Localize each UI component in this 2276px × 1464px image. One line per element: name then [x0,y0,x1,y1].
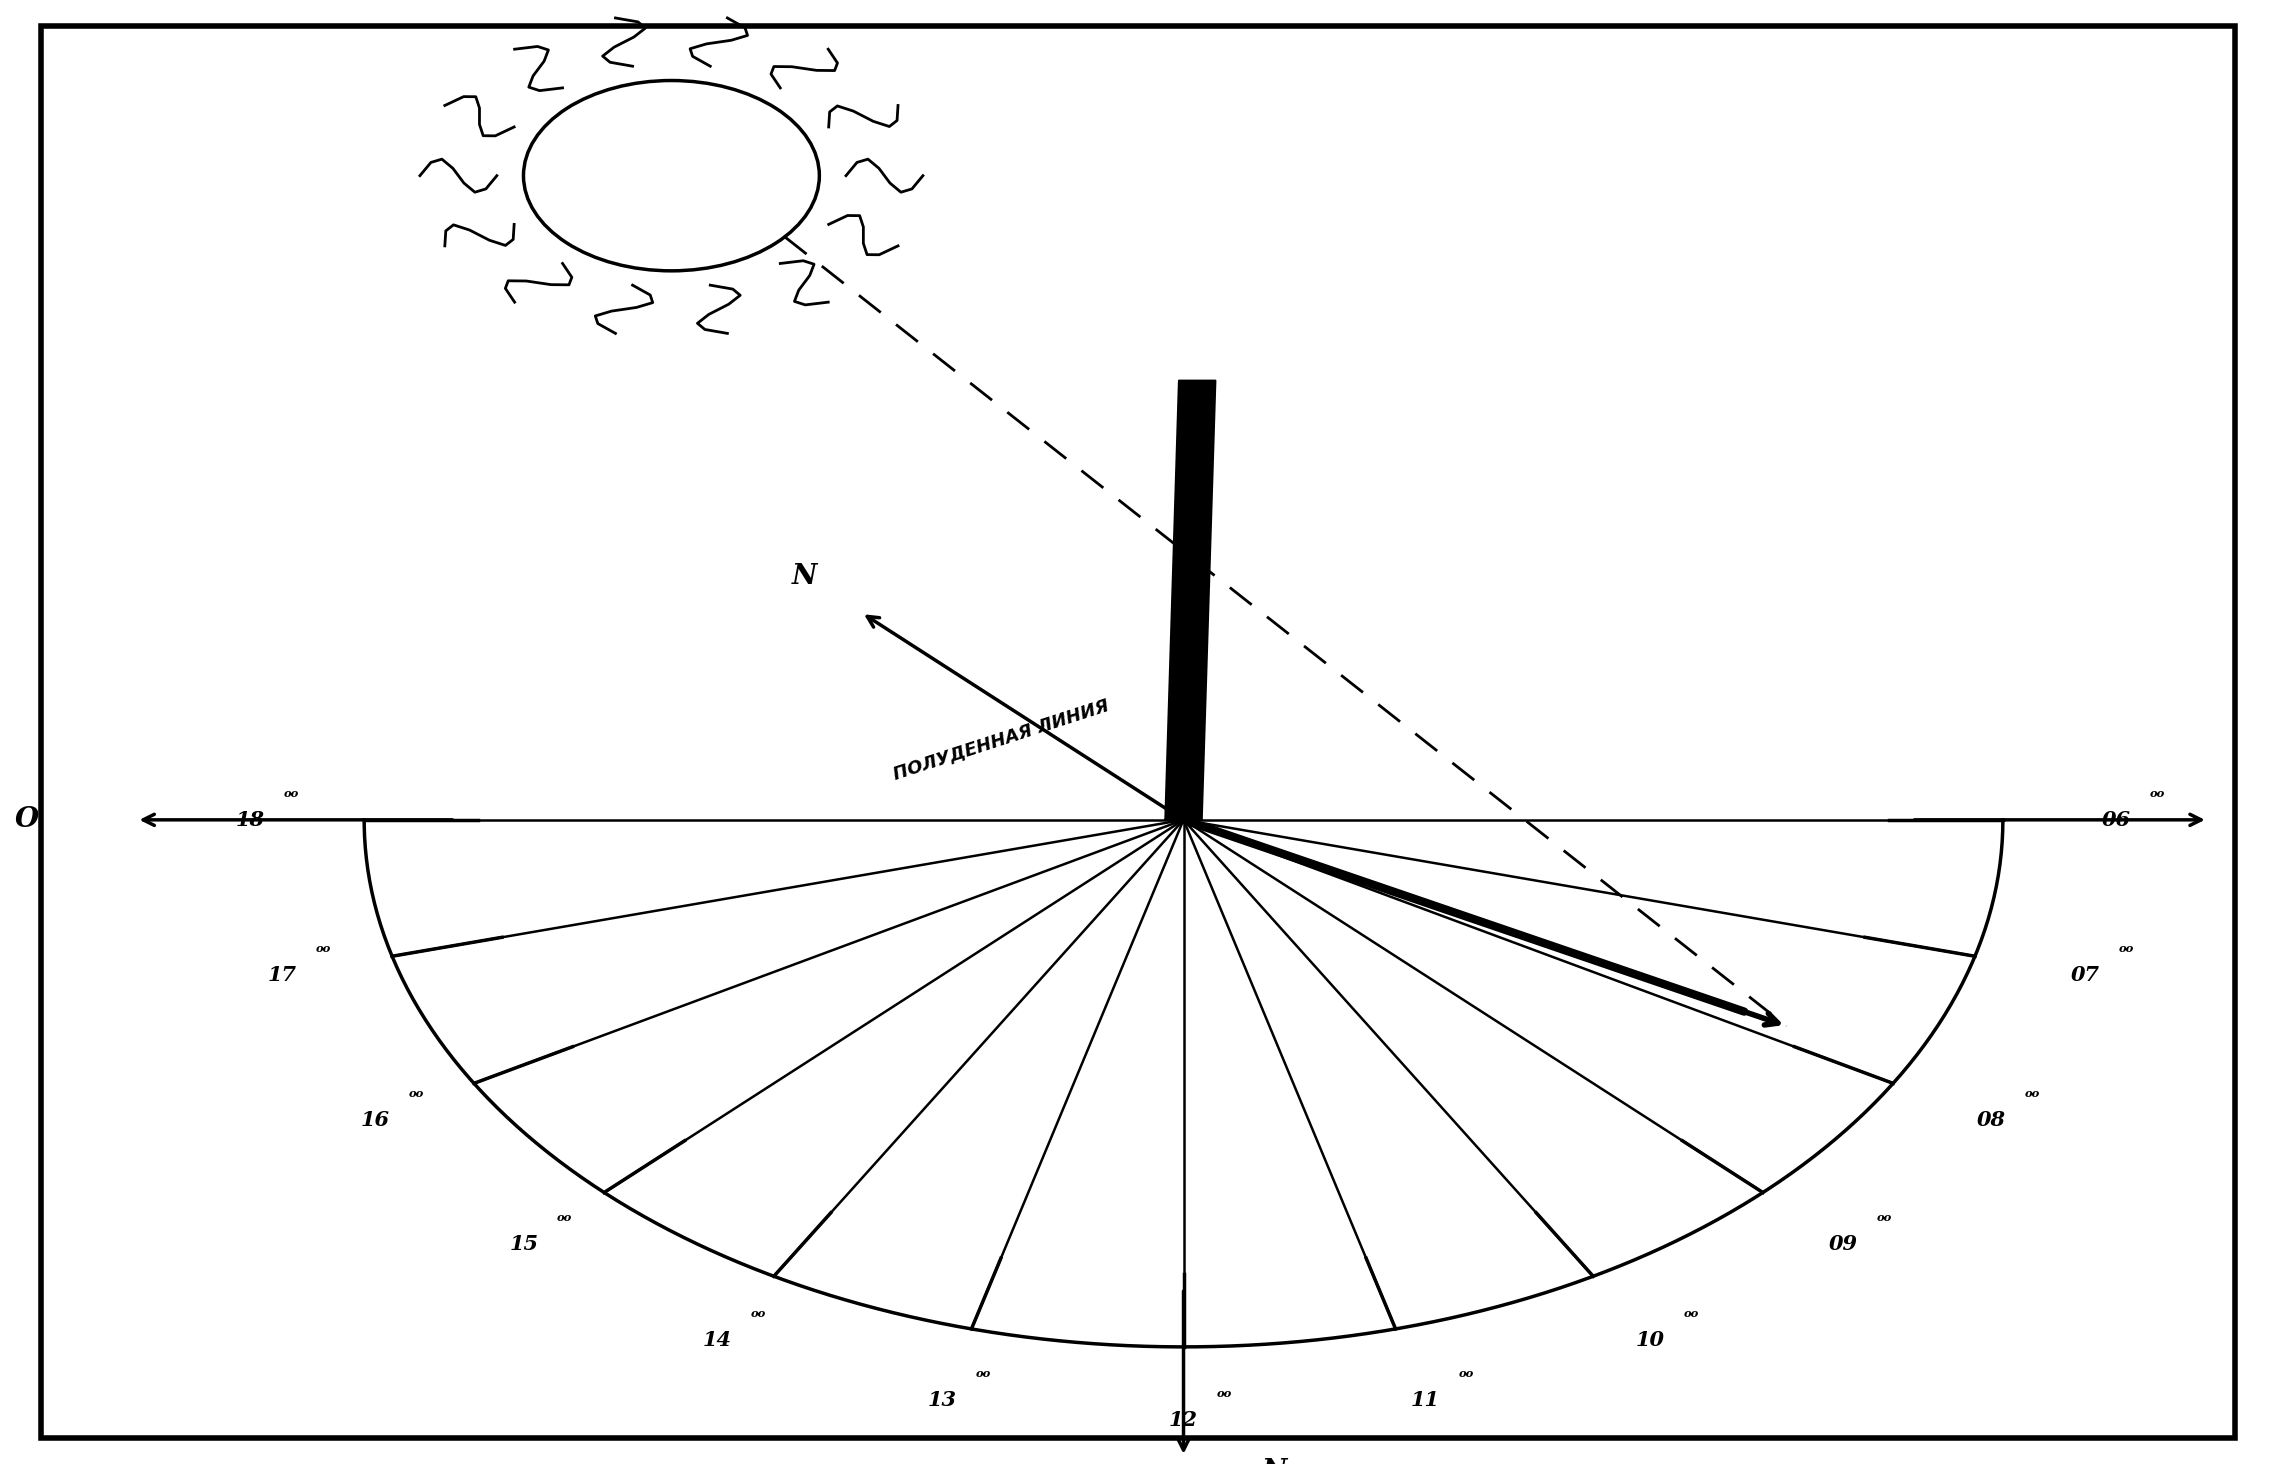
Text: 08: 08 [1978,1110,2005,1130]
Text: 14: 14 [703,1329,731,1350]
Text: 09: 09 [1830,1234,1857,1255]
Text: 12: 12 [1170,1410,1197,1430]
Text: 17: 17 [269,965,296,985]
Text: 13: 13 [929,1389,956,1410]
Text: 10: 10 [1636,1329,1664,1350]
Text: oo: oo [1878,1212,1891,1224]
Text: О: О [16,807,39,833]
Text: 07: 07 [2071,965,2098,985]
Text: oo: oo [751,1307,765,1319]
Text: oo: oo [316,943,330,955]
Text: 18: 18 [237,810,264,830]
Text: oo: oo [284,788,298,799]
Text: 15: 15 [510,1234,537,1255]
Text: oo: oo [976,1367,990,1379]
Text: oo: oo [410,1088,423,1099]
Polygon shape [1165,381,1215,820]
Text: oo: oo [1218,1388,1231,1400]
Text: oo: oo [558,1212,571,1224]
Text: oo: oo [1459,1367,1473,1379]
Text: N: N [792,562,817,590]
Text: oo: oo [2151,788,2164,799]
Text: oo: oo [2026,1088,2039,1099]
Text: oo: oo [2119,943,2133,955]
Text: oo: oo [1684,1307,1698,1319]
Text: N: N [1261,1458,1288,1464]
Text: 16: 16 [362,1110,389,1130]
Text: 06: 06 [2103,810,2130,830]
Text: ПОЛУДЕННАЯ ЛИНИЯ: ПОЛУДЕННАЯ ЛИНИЯ [892,695,1111,783]
Text: 11: 11 [1411,1389,1438,1410]
